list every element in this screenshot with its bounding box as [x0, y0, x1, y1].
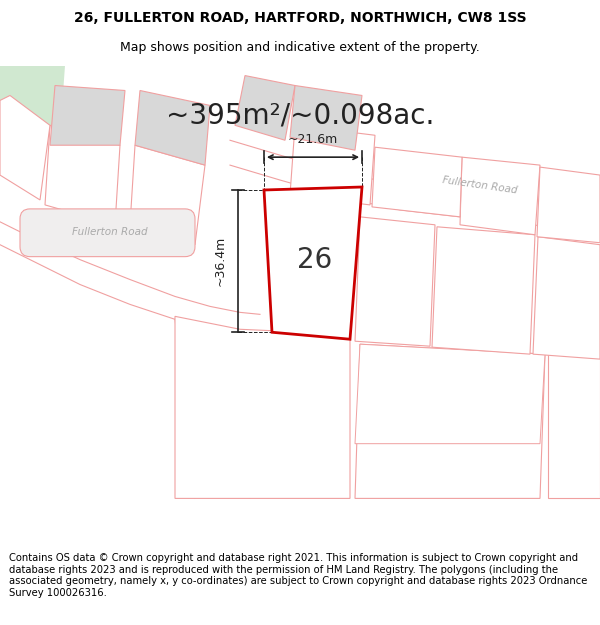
Text: Map shows position and indicative extent of the property.: Map shows position and indicative extent…	[120, 41, 480, 54]
Polygon shape	[45, 126, 120, 225]
Polygon shape	[0, 222, 260, 336]
Polygon shape	[264, 187, 362, 339]
Polygon shape	[432, 227, 535, 354]
Polygon shape	[230, 140, 600, 230]
Text: 26: 26	[298, 246, 332, 274]
Text: Fullerton Road: Fullerton Road	[442, 175, 518, 195]
Text: ~21.6m: ~21.6m	[288, 132, 338, 146]
Polygon shape	[355, 217, 435, 346]
Polygon shape	[290, 86, 362, 150]
Text: 26, FULLERTON ROAD, HARTFORD, NORTHWICH, CW8 1SS: 26, FULLERTON ROAD, HARTFORD, NORTHWICH,…	[74, 11, 526, 26]
FancyBboxPatch shape	[20, 209, 195, 257]
Polygon shape	[0, 66, 65, 135]
Text: ~395m²/~0.098ac.: ~395m²/~0.098ac.	[166, 101, 434, 129]
Polygon shape	[533, 237, 600, 359]
Polygon shape	[537, 167, 600, 242]
Polygon shape	[460, 157, 540, 235]
Polygon shape	[355, 344, 545, 498]
Text: ~36.4m: ~36.4m	[214, 236, 227, 286]
Polygon shape	[175, 316, 350, 498]
Text: Contains OS data © Crown copyright and database right 2021. This information is : Contains OS data © Crown copyright and d…	[9, 553, 587, 598]
Text: Fullerton Road: Fullerton Road	[72, 227, 148, 237]
Polygon shape	[130, 145, 205, 245]
Polygon shape	[50, 86, 125, 145]
Polygon shape	[355, 344, 545, 444]
Polygon shape	[0, 96, 50, 200]
Polygon shape	[372, 148, 462, 217]
Polygon shape	[135, 91, 210, 165]
Polygon shape	[235, 76, 295, 140]
Polygon shape	[548, 354, 600, 498]
Polygon shape	[290, 126, 375, 205]
